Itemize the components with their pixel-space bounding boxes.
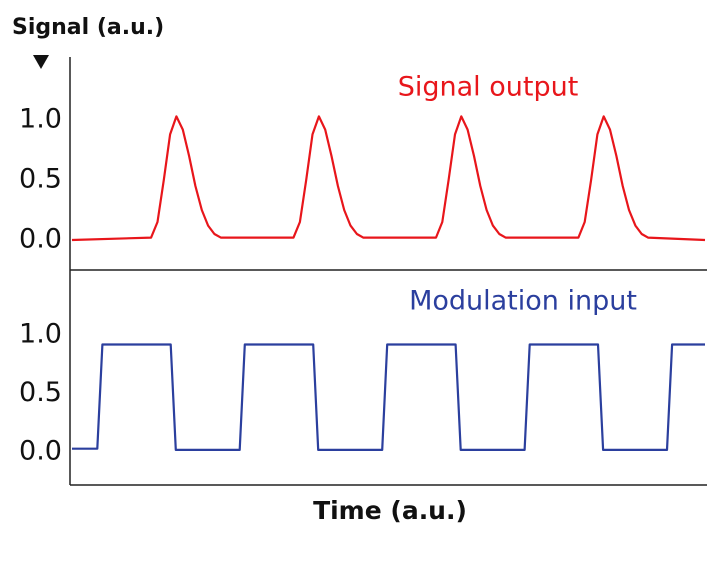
series-label: Modulation input bbox=[409, 286, 637, 317]
y-axis-title: Signal (a.u.) bbox=[12, 15, 164, 40]
series-line bbox=[71, 115, 706, 242]
series-label: Signal output bbox=[398, 72, 579, 103]
y-tick-label: 0.5 bbox=[19, 164, 62, 195]
y-tick-label: 1.0 bbox=[19, 319, 62, 350]
y-tick-label: 0.0 bbox=[19, 436, 62, 467]
y-tick-label: 0.5 bbox=[19, 377, 62, 408]
x-axis-title: Time (a.u.) bbox=[313, 496, 467, 525]
y-tick-label: 0.0 bbox=[19, 224, 62, 255]
axis-arrow bbox=[33, 55, 49, 69]
series-line bbox=[72, 343, 705, 451]
y-tick-label: 1.0 bbox=[19, 104, 62, 135]
